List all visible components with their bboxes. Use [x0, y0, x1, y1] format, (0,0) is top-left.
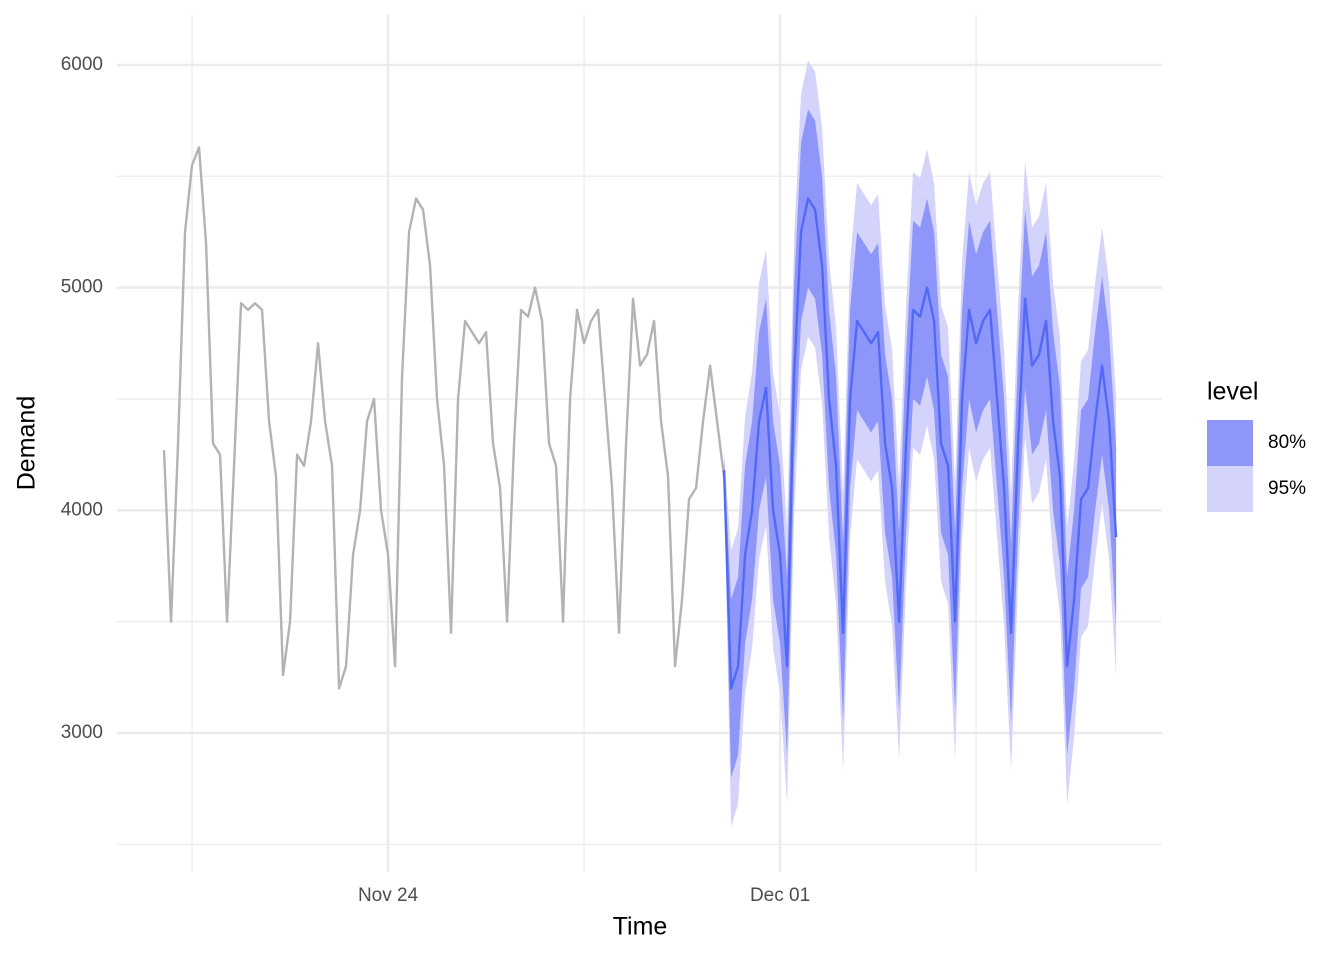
legend-title: level: [1207, 378, 1258, 406]
legend-key: [1207, 466, 1253, 512]
y-tick-label: 4000: [61, 499, 103, 520]
x-tick-label: Nov 24: [358, 885, 419, 906]
legend-key: [1207, 420, 1253, 466]
legend-label: 80%: [1268, 432, 1306, 453]
legend-label: 95%: [1268, 478, 1306, 499]
y-axis-title: Demand: [13, 396, 41, 491]
x-axis-title: Time: [613, 913, 668, 941]
forecast-line: [722, 197, 1118, 690]
y-tick-label: 5000: [61, 277, 103, 298]
y-tick-label: 3000: [61, 722, 103, 743]
history-line: [162, 146, 726, 690]
x-tick-label: Dec 01: [750, 885, 810, 906]
y-tick-label: 6000: [61, 54, 103, 75]
